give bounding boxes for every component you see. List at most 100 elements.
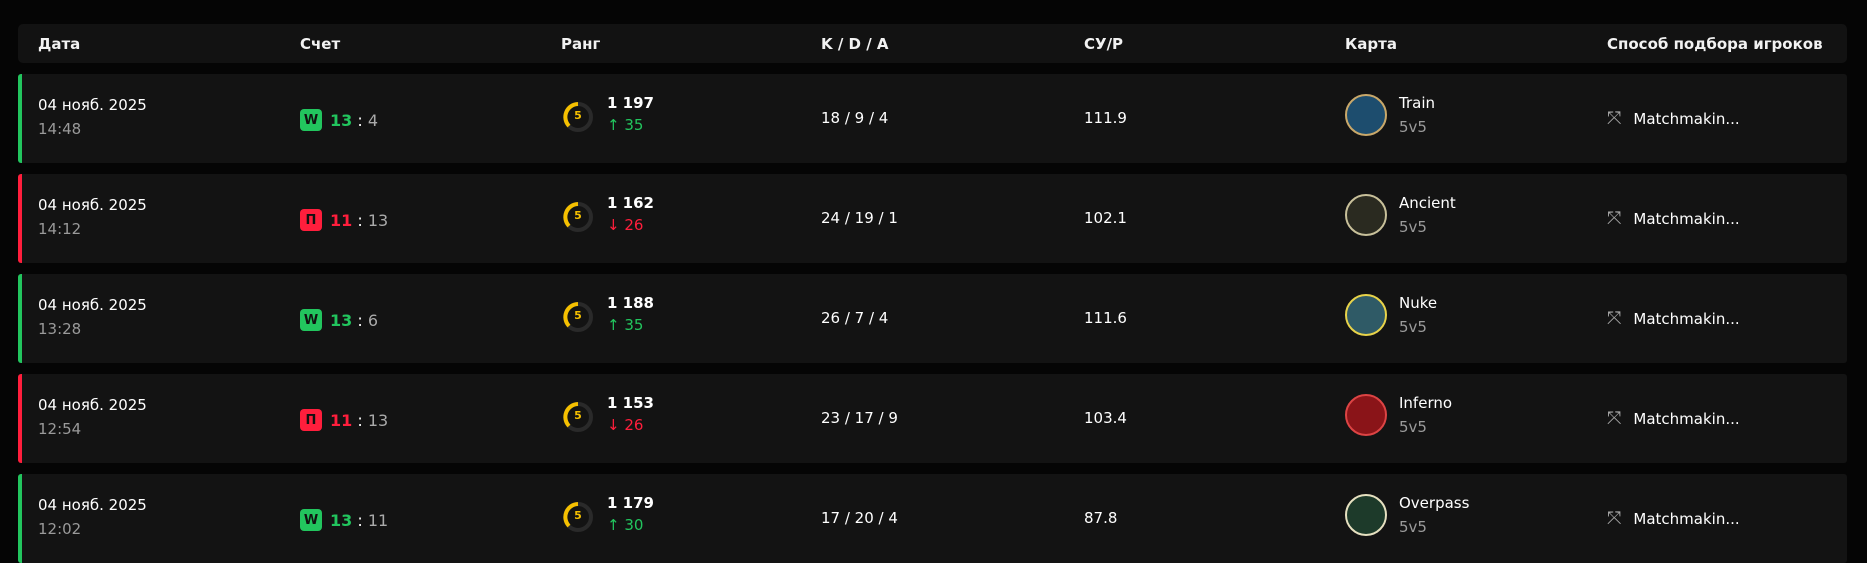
map-icon	[1345, 194, 1387, 236]
result-indicator	[18, 274, 22, 363]
matchmaking-mode: Matchmakin...	[1633, 209, 1740, 228]
table-row[interactable]: 04 нояб. 2025 14:48 W 13 : 4 5 1 197 ↑ 3…	[18, 74, 1847, 163]
adr: 111.9	[1084, 109, 1127, 127]
table-row[interactable]: 04 нояб. 2025 13:28 W 13 : 6 5 1 188 ↑ 3…	[18, 274, 1847, 363]
map-mode: 5v5	[1399, 418, 1427, 436]
matchmaking-mode: Matchmakin...	[1633, 509, 1740, 528]
match-score: W 13 : 6	[300, 309, 378, 331]
kda: 24 / 19 / 1	[821, 209, 898, 227]
header-date[interactable]: Дата	[38, 35, 81, 53]
match-history-table: Дата Счет Ранг K / D / A СУ/Р Карта Спос…	[18, 24, 1847, 563]
arrow-up-icon: ↑	[607, 316, 620, 334]
matchmaking-cell: ⤧ Matchmakin...	[1607, 408, 1740, 429]
own-score: 13	[330, 310, 353, 330]
elo-delta: 26	[624, 416, 644, 434]
opponent-score: 6	[367, 310, 379, 330]
map-cell: Nuke 5v5	[1345, 294, 1437, 336]
level-gauge-icon: 5	[561, 100, 595, 134]
header-mode[interactable]: Способ подбора игроков	[1607, 35, 1823, 53]
match-time: 14:48	[38, 120, 82, 138]
own-score: 11	[330, 410, 353, 430]
matchmaking-cell: ⤧ Matchmakin...	[1607, 108, 1740, 129]
level-number: 5	[574, 209, 582, 222]
arrow-up-icon: ↑	[607, 516, 620, 534]
table-row[interactable]: 04 нояб. 2025 12:54 П 11 : 13 5 1 153 ↓ …	[18, 374, 1847, 463]
match-date: 04 нояб. 2025	[38, 296, 147, 314]
result-badge: W	[300, 509, 322, 531]
level-number: 5	[574, 309, 582, 322]
table-header: Дата Счет Ранг K / D / A СУ/Р Карта Спос…	[18, 24, 1847, 63]
result-indicator	[18, 474, 22, 563]
map-icon	[1345, 494, 1387, 536]
arrow-down-icon: ↓	[607, 416, 620, 434]
map-mode: 5v5	[1399, 118, 1427, 136]
adr: 102.1	[1084, 209, 1127, 227]
matchmaking-icon: ⤧	[1607, 208, 1622, 229]
map-icon	[1345, 94, 1387, 136]
map-name: Ancient	[1399, 194, 1456, 212]
match-score: W 13 : 11	[300, 509, 388, 531]
elo: 1 162	[607, 194, 654, 212]
result-indicator	[18, 374, 22, 463]
matchmaking-mode: Matchmakin...	[1633, 309, 1740, 328]
header-rank[interactable]: Ранг	[561, 35, 601, 53]
map-cell: Train 5v5	[1345, 94, 1435, 136]
result-badge: W	[300, 309, 322, 331]
map-icon	[1345, 394, 1387, 436]
match-date: 04 нояб. 2025	[38, 396, 147, 414]
own-score: 11	[330, 210, 353, 230]
match-time: 12:54	[38, 420, 82, 438]
map-mode: 5v5	[1399, 218, 1427, 236]
level-number: 5	[574, 509, 582, 522]
match-time: 14:12	[38, 220, 82, 238]
level-number: 5	[574, 109, 582, 122]
map-name: Overpass	[1399, 494, 1470, 512]
match-score: П 11 : 13	[300, 409, 388, 431]
matchmaking-icon: ⤧	[1607, 508, 1622, 529]
header-map[interactable]: Карта	[1345, 35, 1397, 53]
table-row[interactable]: 04 нояб. 2025 12:02 W 13 : 11 5 1 179 ↑ …	[18, 474, 1847, 563]
level-number: 5	[574, 409, 582, 422]
own-score: 13	[330, 510, 353, 530]
rank-cell: 5 1 153 ↓ 26	[561, 394, 654, 434]
match-date: 04 нояб. 2025	[38, 96, 147, 114]
score-separator: :	[357, 410, 363, 430]
matchmaking-cell: ⤧ Matchmakin...	[1607, 508, 1740, 529]
elo: 1 188	[607, 294, 654, 312]
adr: 87.8	[1084, 509, 1118, 527]
rank-cell: 5 1 197 ↑ 35	[561, 94, 654, 134]
opponent-score: 11	[367, 510, 389, 530]
elo: 1 179	[607, 494, 654, 512]
level-gauge-icon: 5	[561, 300, 595, 334]
level-gauge-icon: 5	[561, 500, 595, 534]
header-kda[interactable]: K / D / A	[821, 35, 889, 53]
elo-delta: 35	[624, 116, 644, 134]
matchmaking-icon: ⤧	[1607, 108, 1622, 129]
matchmaking-icon: ⤧	[1607, 408, 1622, 429]
adr: 103.4	[1084, 409, 1127, 427]
header-adr[interactable]: СУ/Р	[1084, 35, 1124, 53]
map-icon	[1345, 294, 1387, 336]
matchmaking-cell: ⤧ Matchmakin...	[1607, 308, 1740, 329]
own-score: 13	[330, 110, 353, 130]
map-cell: Ancient 5v5	[1345, 194, 1456, 236]
level-gauge-icon: 5	[561, 200, 595, 234]
opponent-score: 13	[367, 410, 389, 430]
map-name: Nuke	[1399, 294, 1438, 312]
matchmaking-cell: ⤧ Matchmakin...	[1607, 208, 1740, 229]
match-score: W 13 : 4	[300, 109, 378, 131]
map-cell: Inferno 5v5	[1345, 394, 1452, 436]
result-badge: W	[300, 109, 322, 131]
arrow-up-icon: ↑	[607, 116, 620, 134]
level-gauge-icon: 5	[561, 400, 595, 434]
elo-delta: 35	[624, 316, 644, 334]
elo: 1 197	[607, 94, 654, 112]
arrow-down-icon: ↓	[607, 216, 620, 234]
kda: 18 / 9 / 4	[821, 109, 889, 127]
result-indicator	[18, 174, 22, 263]
table-row[interactable]: 04 нояб. 2025 14:12 П 11 : 13 5 1 162 ↓ …	[18, 174, 1847, 263]
header-score[interactable]: Счет	[300, 35, 341, 53]
rank-cell: 5 1 188 ↑ 35	[561, 294, 654, 334]
result-badge: П	[300, 209, 322, 231]
map-cell: Overpass 5v5	[1345, 494, 1469, 536]
